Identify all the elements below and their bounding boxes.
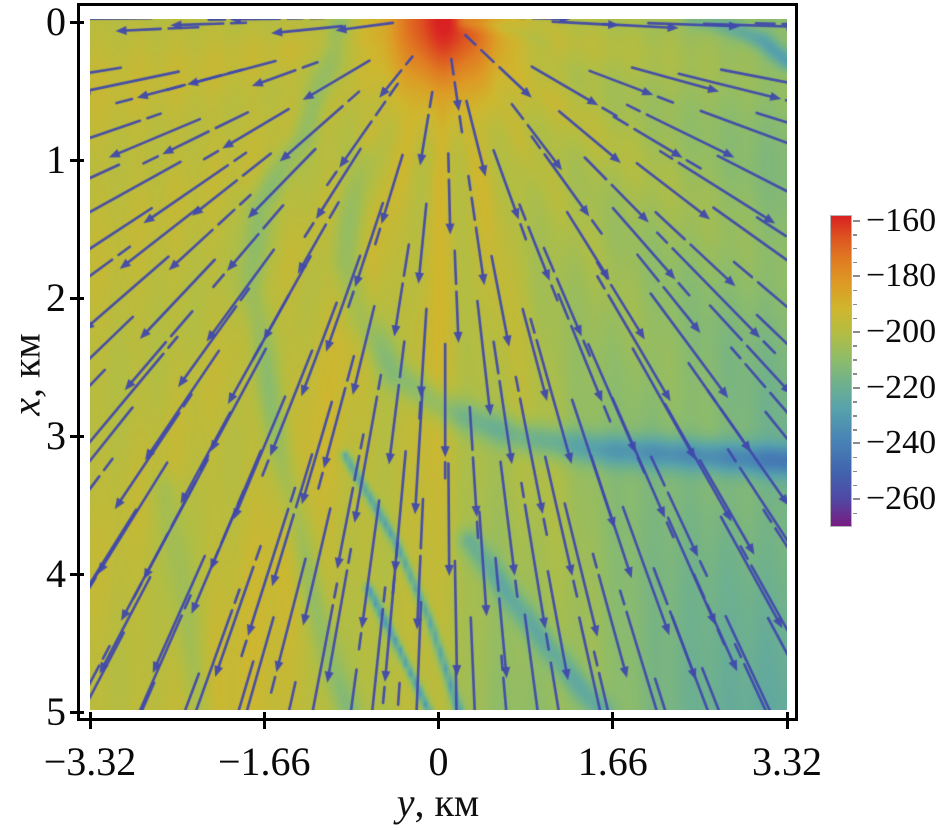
x-axis-tick (88, 712, 92, 729)
x-axis-tick-label: −3.32 (43, 739, 137, 784)
colorbar-minor-tick (853, 456, 857, 459)
colorbar-tick-label: −160 (866, 201, 937, 239)
colorbar-tick-label: −180 (866, 257, 937, 295)
y-axis-tick-label: 1 (46, 137, 66, 182)
colorbar-minor-tick (853, 261, 857, 264)
colorbar-minor-tick (853, 289, 857, 292)
y-axis-title-var: x (3, 398, 49, 416)
colorbar-major-tick (853, 219, 860, 222)
x-axis-tick (611, 712, 615, 729)
y-axis-tick-label: 2 (46, 275, 66, 320)
colorbar-tick-label: −240 (866, 424, 937, 462)
x-axis-title-var: y (396, 780, 415, 825)
x-axis-tick (437, 712, 440, 729)
colorbar-tick-label: −260 (866, 480, 937, 518)
colorbar-minor-tick (853, 484, 857, 487)
heatmap-canvas (90, 19, 787, 710)
x-axis-tick-label: 0 (428, 739, 449, 784)
colorbar-minor-tick (853, 512, 857, 515)
colorbar-minor-tick (853, 359, 857, 361)
x-axis-tick-label: −1.66 (217, 739, 311, 784)
y-axis-tick (70, 20, 84, 24)
y-axis-tick-label: 3 (46, 413, 66, 458)
colorbar-minor-tick (853, 345, 857, 347)
colorbar-tick-label: −200 (866, 313, 937, 350)
x-axis-title-unit: , км (414, 780, 480, 825)
y-axis-tick-label: 4 (46, 551, 66, 596)
colorbar (830, 215, 852, 527)
x-axis-tick-label: 3.32 (752, 739, 822, 784)
x-axis-tick-label: 1.66 (577, 739, 648, 784)
colorbar-minor-tick (853, 415, 857, 417)
colorbar-minor-tick (853, 373, 857, 375)
colorbar-minor-tick (853, 317, 857, 320)
y-axis-tick (70, 296, 84, 300)
y-axis-tick (70, 434, 84, 438)
x-axis-tick (785, 712, 789, 729)
colorbar-minor-tick (853, 401, 857, 403)
colorbar-major-tick (853, 275, 860, 278)
colorbar-major-tick (853, 498, 860, 501)
y-axis-tick-label: 5 (46, 689, 66, 734)
y-axis-tick (70, 158, 84, 162)
colorbar-major-tick (853, 386, 860, 389)
x-axis-tick (262, 712, 266, 729)
y-axis-title: x, км (3, 255, 50, 495)
y-axis-tick (70, 572, 84, 576)
y-axis-tick-label: 0 (46, 0, 66, 44)
colorbar-major-tick (853, 442, 860, 445)
colorbar-major-tick (853, 331, 860, 333)
colorbar-minor-tick (853, 303, 857, 306)
colorbar-minor-tick (853, 234, 857, 236)
colorbar-minor-tick (853, 247, 857, 250)
y-axis-title-unit: , км (3, 333, 49, 398)
colorbar-minor-tick (853, 470, 857, 473)
plot-frame (77, 3, 798, 721)
y-axis-tick (70, 710, 84, 714)
x-axis-title: y, км (318, 779, 558, 826)
colorbar-minor-tick (853, 429, 857, 431)
colorbar-tick-label: −220 (866, 368, 937, 406)
